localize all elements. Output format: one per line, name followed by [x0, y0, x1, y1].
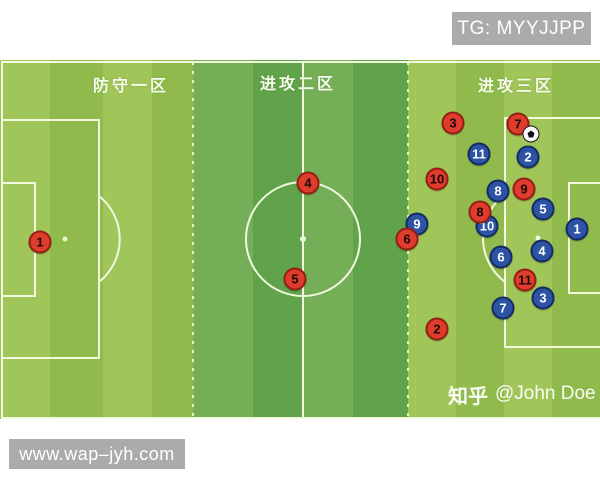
player-red-1[interactable]: 1 — [28, 230, 52, 254]
zone-label-attack-2: 进攻二区 — [259, 76, 337, 93]
player-blue-11[interactable]: 11 — [467, 142, 491, 166]
player-blue-5[interactable]: 5 — [531, 197, 555, 221]
zone-label-defense-1: 防守一区 — [92, 78, 170, 95]
soccer-ball-patch — [527, 130, 535, 138]
zhihu-watermark: 知乎 @John Doe — [448, 383, 596, 408]
player-blue-2[interactable]: 2 — [516, 145, 540, 169]
player-red-4[interactable]: 4 — [296, 171, 320, 195]
player-blue-3[interactable]: 3 — [531, 286, 555, 310]
zone-label-attack-3: 进攻三区 — [477, 78, 555, 95]
player-red-5[interactable]: 5 — [283, 267, 307, 291]
soccer-ball-icon[interactable] — [522, 125, 540, 143]
tg-watermark-badge: TG: MYYJJPP — [452, 12, 591, 45]
player-blue-6[interactable]: 6 — [489, 245, 513, 269]
player-red-11[interactable]: 11 — [513, 268, 537, 292]
player-blue-8[interactable]: 8 — [486, 179, 510, 203]
pitch-background — [0, 60, 600, 419]
author-handle: @John Doe — [495, 383, 596, 404]
player-blue-1[interactable]: 1 — [565, 217, 589, 241]
player-blue-4[interactable]: 4 — [530, 239, 554, 263]
player-blue-7[interactable]: 7 — [491, 296, 515, 320]
player-red-8[interactable]: 8 — [468, 200, 492, 224]
tg-watermark-text: TG: MYYJJPP — [457, 17, 586, 39]
zhihu-logo-text: 知乎 — [448, 385, 488, 408]
player-red-9[interactable]: 9 — [512, 177, 536, 201]
player-red-3[interactable]: 3 — [441, 111, 465, 135]
site-watermark-badge: www.wap–jyh.com — [9, 439, 185, 469]
player-red-6[interactable]: 6 — [395, 227, 419, 251]
player-red-2[interactable]: 2 — [425, 317, 449, 341]
player-red-10[interactable]: 10 — [425, 167, 449, 191]
site-watermark-text: www.wap–jyh.com — [19, 443, 175, 464]
